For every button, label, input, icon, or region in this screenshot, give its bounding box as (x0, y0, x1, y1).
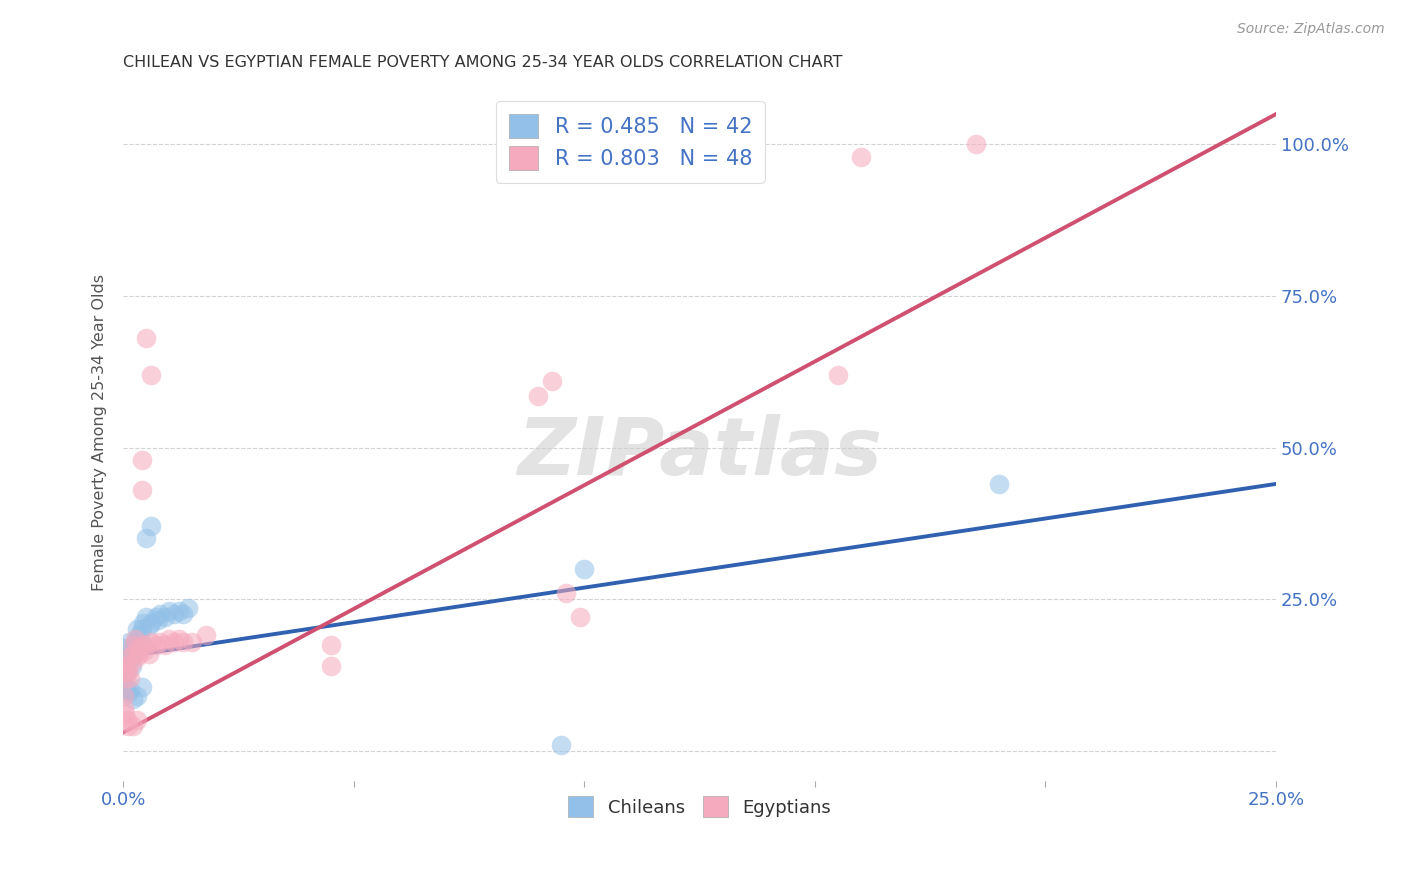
Point (131, 616, 153, 631)
Point (114, 653, 136, 667)
Point (172, 634, 194, 648)
Point (849, 150, 872, 164)
Point (157, 632, 180, 646)
Point (120, 671, 142, 685)
Point (163, 634, 186, 648)
Point (139, 368, 162, 382)
Point (122, 647, 145, 661)
Point (177, 601, 200, 615)
Point (138, 647, 160, 661)
Point (827, 368, 849, 382)
Text: Source: ZipAtlas.com: Source: ZipAtlas.com (1237, 22, 1385, 37)
Point (124, 632, 146, 646)
Point (128, 647, 150, 661)
Point (115, 665, 138, 679)
Point (555, 586, 578, 600)
Point (112, 689, 135, 703)
Point (195, 628, 218, 642)
Point (139, 519, 162, 533)
Point (550, 738, 572, 752)
Point (114, 640, 136, 655)
Point (965, 137, 987, 152)
Point (120, 683, 142, 698)
Point (114, 665, 136, 679)
Point (135, 532, 157, 546)
Point (118, 634, 141, 648)
Point (527, 389, 550, 403)
Point (319, 658, 342, 673)
Point (139, 616, 162, 631)
Point (114, 683, 136, 698)
Point (153, 638, 176, 652)
Point (149, 634, 172, 648)
Point (112, 671, 135, 685)
Point (127, 689, 149, 703)
Text: CHILEAN VS EGYPTIAN FEMALE POVERTY AMONG 25-34 YEAR OLDS CORRELATION CHART: CHILEAN VS EGYPTIAN FEMALE POVERTY AMONG… (124, 55, 842, 70)
Point (541, 374, 564, 388)
Point (115, 671, 138, 685)
Point (122, 647, 145, 661)
Point (114, 680, 136, 694)
Point (135, 638, 157, 652)
Point (127, 623, 149, 637)
Point (149, 607, 172, 622)
Point (167, 604, 190, 618)
Point (121, 638, 143, 652)
Point (112, 658, 135, 673)
Point (121, 638, 143, 652)
Point (153, 610, 176, 624)
Point (117, 665, 139, 679)
Point (121, 658, 143, 673)
Point (167, 632, 190, 646)
Legend: Chileans, Egyptians: Chileans, Egyptians (561, 789, 838, 824)
Point (128, 628, 150, 642)
Point (112, 656, 135, 670)
Point (131, 623, 153, 637)
Point (181, 634, 204, 648)
Point (127, 714, 149, 728)
Point (138, 619, 160, 633)
Point (163, 607, 186, 622)
Y-axis label: Female Poverty Among 25-34 Year Olds: Female Poverty Among 25-34 Year Olds (93, 274, 107, 591)
Point (574, 562, 596, 576)
Point (117, 686, 139, 700)
Point (131, 638, 153, 652)
Point (145, 638, 167, 652)
Text: ZIPatlas: ZIPatlas (517, 414, 882, 492)
Point (127, 640, 149, 655)
Point (145, 610, 167, 624)
Point (121, 692, 143, 706)
Point (112, 701, 135, 715)
Point (135, 610, 157, 624)
Point (115, 658, 138, 673)
Point (131, 638, 153, 652)
Point (568, 610, 591, 624)
Point (139, 634, 162, 648)
Point (121, 656, 143, 670)
Point (124, 634, 146, 648)
Point (117, 656, 139, 670)
Point (132, 643, 155, 657)
Point (146, 613, 169, 627)
Point (157, 604, 180, 618)
Point (115, 714, 138, 728)
Point (120, 647, 142, 661)
Point (131, 483, 153, 497)
Point (117, 719, 139, 733)
Point (118, 649, 141, 664)
Point (121, 719, 143, 733)
Point (127, 649, 149, 664)
Point (135, 331, 157, 345)
Point (131, 680, 153, 694)
Point (988, 477, 1011, 491)
Point (114, 707, 136, 722)
Point (319, 638, 342, 652)
Point (172, 607, 194, 622)
Point (127, 640, 149, 655)
Point (131, 452, 153, 467)
